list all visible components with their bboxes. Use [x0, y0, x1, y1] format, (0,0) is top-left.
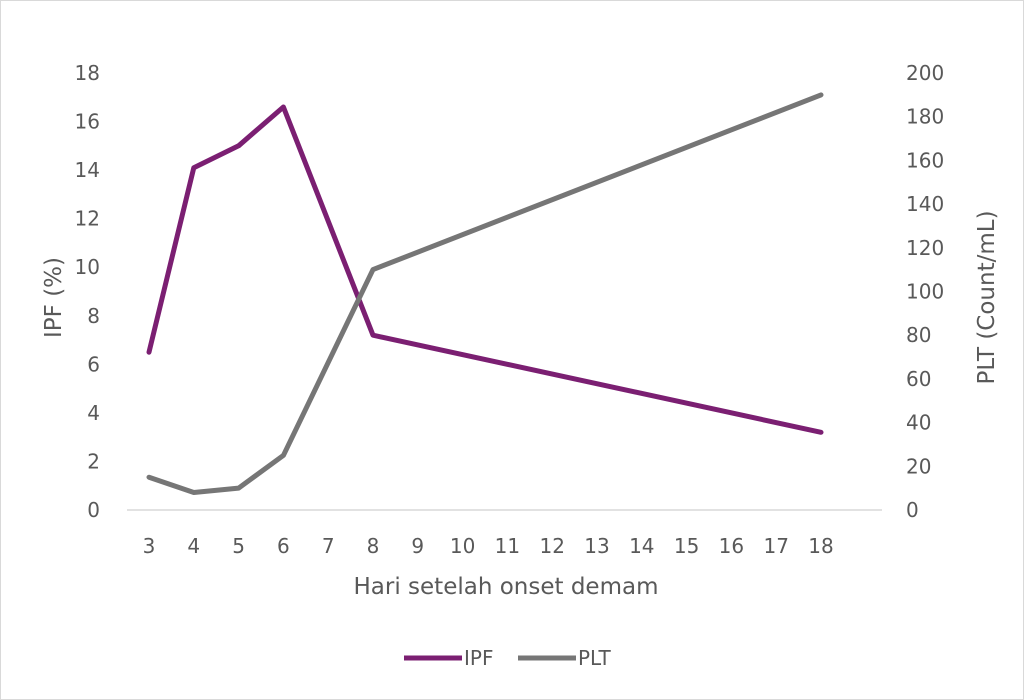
right-y-axis-title: PLT (Count/mL) — [974, 210, 1000, 384]
right-y-tick-label: 100 — [906, 280, 944, 304]
left-y-tick-label: 0 — [87, 498, 100, 522]
right-y-axis-ticks: 0 20 40 60 80 100 120 140 160 180 200 — [906, 61, 944, 522]
x-tick-label: 8 — [367, 534, 380, 558]
left-y-tick-label: 6 — [87, 352, 100, 376]
legend: IPF PLT — [404, 646, 611, 670]
x-tick-label: 18 — [808, 534, 833, 558]
right-y-tick-label: 80 — [906, 323, 931, 347]
left-y-tick-label: 14 — [75, 158, 100, 182]
left-y-axis-ticks: 0 2 4 6 8 10 12 14 16 18 — [75, 61, 100, 522]
left-y-tick-label: 2 — [87, 449, 100, 473]
x-tick-label: 5 — [232, 534, 245, 558]
legend-entry: PLT — [518, 646, 611, 670]
series-layer — [146, 92, 824, 495]
x-tick-label: 14 — [629, 534, 654, 558]
legend-label-ipf: IPF — [464, 646, 493, 670]
x-tick-label: 16 — [719, 534, 744, 558]
right-y-tick-label: 120 — [906, 236, 944, 260]
left-y-tick-label: 4 — [87, 401, 100, 425]
x-tick-label: 9 — [411, 534, 424, 558]
right-y-tick-label: 180 — [906, 105, 944, 129]
right-y-tick-label: 0 — [906, 498, 919, 522]
x-tick-label: 10 — [450, 534, 475, 558]
x-tick-label: 13 — [584, 534, 609, 558]
right-y-tick-label: 140 — [906, 192, 944, 216]
x-tick-label: 7 — [322, 534, 335, 558]
right-y-tick-label: 200 — [906, 61, 944, 85]
left-y-tick-label: 18 — [75, 61, 100, 85]
series-line-plt — [146, 92, 824, 495]
left-y-axis-title: IPF (%) — [41, 257, 67, 338]
x-tick-label: 4 — [187, 534, 200, 558]
left-y-tick-label: 16 — [75, 110, 100, 134]
legend-entry: IPF — [404, 646, 493, 670]
x-tick-label: 17 — [763, 534, 788, 558]
right-y-tick-label: 20 — [906, 454, 931, 478]
x-tick-label: 11 — [495, 534, 520, 558]
x-tick-label: 6 — [277, 534, 290, 558]
right-y-tick-label: 40 — [906, 411, 931, 435]
left-y-tick-label: 12 — [75, 207, 100, 231]
left-y-tick-label: 8 — [87, 304, 100, 328]
legend-label-plt: PLT — [578, 646, 611, 670]
x-axis-ticks: 3 4 5 6 7 8 9 10 11 12 13 14 15 16 17 18 — [143, 534, 834, 558]
x-tick-label: 3 — [143, 534, 156, 558]
x-tick-label: 15 — [674, 534, 699, 558]
x-tick-label: 12 — [539, 534, 564, 558]
x-axis-title: Hari setelah onset demam — [354, 574, 659, 600]
series-line-ipf — [146, 104, 824, 435]
right-y-tick-label: 160 — [906, 148, 944, 172]
left-y-tick-label: 10 — [75, 255, 100, 279]
right-y-tick-label: 60 — [906, 367, 931, 391]
